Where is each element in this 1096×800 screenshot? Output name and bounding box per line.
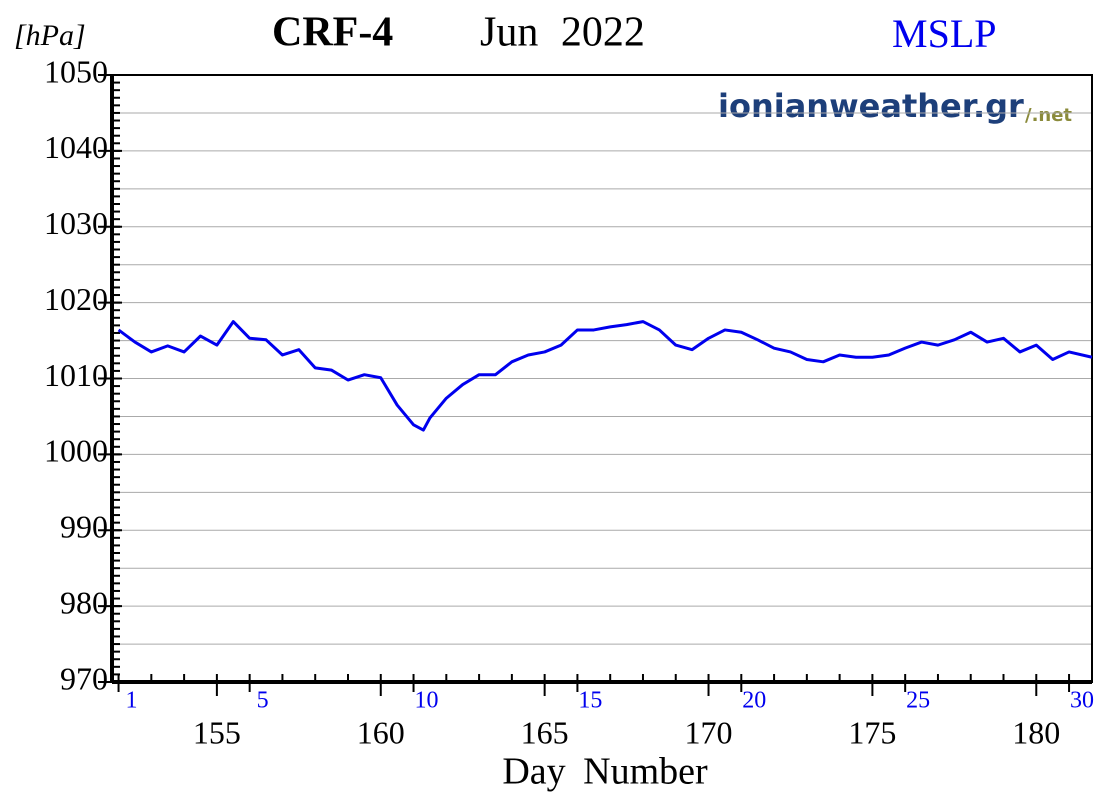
x-tick-label: 165	[521, 714, 569, 750]
y-axis-label: [hPa]	[14, 19, 86, 52]
day-tick-label: 25	[906, 688, 930, 714]
watermark: ionianweather.gr	[718, 87, 1024, 125]
x-tick-label: 180	[1012, 714, 1060, 750]
y-tick-label: 990	[60, 509, 108, 545]
x-tick-label: 170	[685, 714, 733, 750]
day-tick-label: 10	[415, 688, 439, 714]
day-tick-label: 1	[126, 688, 138, 714]
chart-title: CRF-4	[272, 10, 393, 56]
y-tick-label: 980	[60, 584, 108, 620]
day-tick-label: 5	[257, 688, 269, 714]
y-tick-label: 1030	[44, 205, 108, 241]
watermark-suffix: /.net	[1025, 105, 1072, 126]
x-tick-label: 155	[193, 714, 241, 750]
y-tick-label: 1040	[44, 129, 108, 165]
x-tick-label: 175	[848, 714, 896, 750]
day-tick-label: 15	[578, 688, 602, 714]
y-tick-label: 1050	[44, 53, 108, 89]
data-line	[117, 320, 1093, 432]
chart-subtitle: Jun 2022	[480, 10, 645, 56]
y-tick-label: 1000	[44, 433, 108, 469]
x-tick-label: 160	[357, 714, 405, 750]
day-tick-label: 20	[742, 688, 766, 714]
y-tick-label: 1010	[44, 357, 108, 393]
y-tick-label: 970	[60, 660, 108, 696]
x-axis-label: Day Number	[502, 751, 708, 793]
annotation: MSLP	[892, 11, 997, 56]
day-tick-label: 30	[1070, 688, 1094, 714]
y-tick-label: 1020	[44, 281, 108, 317]
